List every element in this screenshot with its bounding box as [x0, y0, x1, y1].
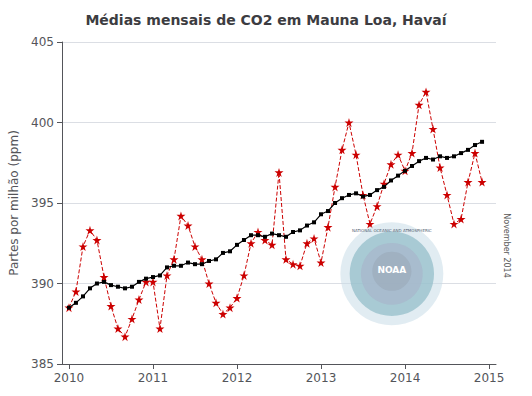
- svg-text:Partes por milhão (ppm): Partes por milhão (ppm): [7, 130, 21, 276]
- svg-text:2014: 2014: [390, 371, 421, 385]
- svg-text:390: 390: [31, 277, 54, 291]
- svg-text:2013: 2013: [306, 371, 337, 385]
- svg-text:400: 400: [31, 116, 54, 130]
- svg-text:NOAA: NOAA: [377, 265, 406, 275]
- svg-text:Médias mensais de CO2 em Mauna: Médias mensais de CO2 em Mauna Loa, Hava…: [85, 12, 447, 28]
- svg-text:2011: 2011: [138, 371, 169, 385]
- svg-text:November 2014: November 2014: [502, 213, 511, 278]
- svg-text:NATIONAL OCEANIC AND ATMOSPHER: NATIONAL OCEANIC AND ATMOSPHERIC: [352, 228, 432, 233]
- svg-text:2015: 2015: [474, 371, 505, 385]
- svg-text:2012: 2012: [222, 371, 253, 385]
- svg-text:2010: 2010: [54, 371, 85, 385]
- svg-text:405: 405: [31, 35, 54, 49]
- svg-text:385: 385: [31, 357, 54, 371]
- svg-text:395: 395: [31, 196, 54, 210]
